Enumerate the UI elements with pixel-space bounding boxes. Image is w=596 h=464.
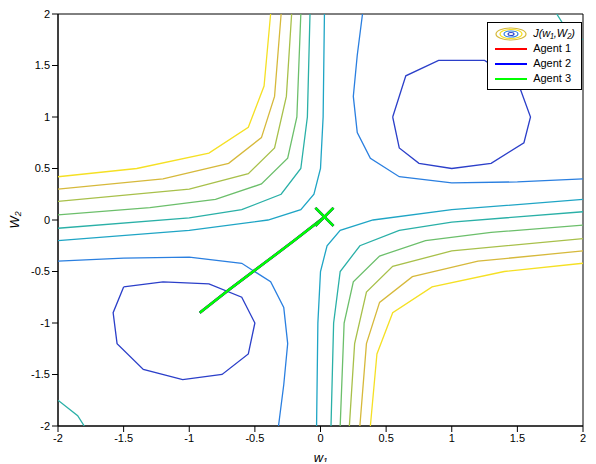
svg-text:-1: -1 xyxy=(184,432,194,444)
svg-text:1.5: 1.5 xyxy=(510,432,525,444)
svg-text:-1: -1 xyxy=(40,317,50,329)
svg-text:-0.5: -0.5 xyxy=(31,265,50,277)
svg-text:2: 2 xyxy=(580,432,586,444)
svg-text:-2: -2 xyxy=(53,432,63,444)
svg-text:-0.5: -0.5 xyxy=(245,432,264,444)
svg-text:0: 0 xyxy=(317,432,323,444)
svg-text:0: 0 xyxy=(44,214,50,226)
html-text:Agent 3: Agent 3 xyxy=(533,72,571,84)
svg-text:1.5: 1.5 xyxy=(35,59,50,71)
svg-text:w₁: w₁ xyxy=(314,450,328,462)
html-text:Agent 2: Agent 2 xyxy=(533,57,571,69)
svg-text:W₂: W₂ xyxy=(8,211,22,228)
html-text:Agent 1: Agent 1 xyxy=(533,42,571,54)
svg-text:-2: -2 xyxy=(40,420,50,432)
svg-text:0.5: 0.5 xyxy=(378,432,393,444)
svg-text:-1.5: -1.5 xyxy=(114,432,133,444)
svg-text:1: 1 xyxy=(449,432,455,444)
svg-text:0.5: 0.5 xyxy=(35,162,50,174)
html-text:J(w₁,W₂): J(w₁,W₂) xyxy=(533,27,575,39)
svg-text:2: 2 xyxy=(44,8,50,20)
svg-text:-1.5: -1.5 xyxy=(31,368,50,380)
svg-text:1: 1 xyxy=(44,111,50,123)
